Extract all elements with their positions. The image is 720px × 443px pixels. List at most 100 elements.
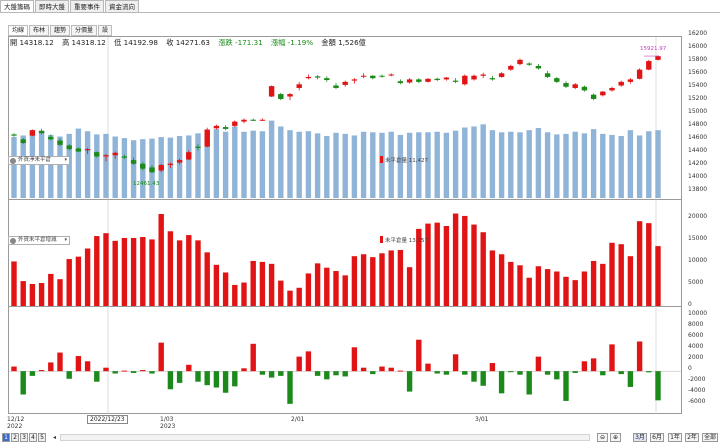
oi-bar [416, 228, 422, 306]
oi-change-bar [351, 347, 358, 372]
candle-body [425, 78, 431, 82]
oi-bar [370, 257, 376, 306]
oi-change-bar [75, 356, 82, 372]
volume-bar [406, 132, 413, 198]
gear-icon [10, 158, 16, 164]
low-value: 低 14192.98 [114, 38, 158, 47]
volume-bar [94, 134, 100, 198]
volume-bar [480, 124, 486, 198]
candle-body [241, 119, 247, 122]
tab-settings[interactable]: 設 [98, 25, 113, 36]
candle-body [167, 163, 174, 165]
volume-bar [112, 136, 118, 198]
oi-change-bar [388, 367, 394, 372]
volume-bar [48, 134, 54, 198]
page-4-button[interactable]: 4 [29, 433, 37, 442]
tab-moving-average[interactable]: 均線 [8, 25, 29, 36]
candle-body [186, 152, 192, 160]
oi-bar [480, 232, 486, 306]
page-1-button[interactable]: 1 [2, 433, 10, 442]
oi-change-bar [544, 371, 551, 375]
oi-bar [66, 259, 72, 306]
volume-bar [388, 131, 394, 198]
candle-body [517, 59, 523, 65]
candle-body [636, 69, 643, 79]
oi-change-bar [554, 371, 560, 380]
volume-bar [563, 133, 569, 198]
volume-bar [517, 132, 523, 198]
candle-body [20, 139, 26, 143]
oi-change-bar [489, 363, 496, 372]
timeline-scrollbar[interactable] [60, 434, 590, 441]
tab-fund-flow[interactable]: 資金流向 [105, 0, 139, 13]
oi-bar [167, 231, 174, 306]
amount-value: 金額 1,526億 [321, 38, 366, 47]
oi-change-bar [38, 370, 45, 372]
oi-change-bar [517, 371, 523, 375]
volume-bar [535, 128, 542, 198]
oi-change-bar [149, 371, 155, 374]
volume-bar [655, 130, 661, 198]
oi-change-bar [425, 363, 431, 372]
candle-body [342, 81, 348, 85]
volume-bar [66, 133, 72, 198]
oi-bar [517, 265, 523, 306]
change-value: 漲跌 -171.31 [218, 38, 263, 47]
page-2-button[interactable]: 2 [11, 433, 19, 442]
price-indicator-select[interactable]: 外資淨未平倉 ▾ [8, 156, 70, 165]
oi-indicator-select[interactable]: 外資未平倉增減 ▾ [8, 236, 70, 245]
range-1y-button[interactable]: 1年 [668, 433, 682, 442]
oi-change-bar [84, 361, 91, 372]
volume-bar [600, 133, 606, 198]
x-label-feb01: 2/01 [291, 416, 305, 423]
candle-body [618, 81, 624, 86]
oi-bar [75, 256, 82, 306]
oi-change-bar [572, 371, 578, 373]
oi-change-bar [204, 371, 210, 386]
oi-change-bar [130, 371, 137, 373]
oi-change-bar [370, 371, 376, 375]
range-6m-button[interactable]: 6月 [650, 433, 664, 442]
page-selector: 1 2 3 4 5 [2, 433, 47, 442]
x-label-jan03: 1/03 [160, 416, 174, 423]
candle-body [66, 145, 72, 150]
oi-change-panel[interactable] [8, 306, 682, 414]
zoom-out-icon[interactable]: ⊖ [597, 433, 608, 442]
oi-change-bar [452, 354, 459, 372]
oi-bar [471, 224, 477, 306]
page-3-button[interactable]: 3 [20, 433, 28, 442]
oi-bar [268, 263, 275, 306]
volume-bar [305, 131, 312, 198]
oi-bar [259, 261, 266, 306]
scroll-left-icon[interactable]: ◂ [53, 434, 57, 441]
volume-bar [471, 126, 477, 198]
oi-bar [20, 281, 26, 306]
oi-bar [103, 233, 109, 306]
x-label-dec12: 12/12 [7, 416, 25, 423]
volume-bar [489, 130, 496, 198]
volume-bar [186, 135, 192, 198]
page-5-button[interactable]: 5 [38, 433, 46, 442]
tab-market-chips[interactable]: 大盤籌碼 [0, 0, 34, 13]
tab-trend[interactable]: 趨勢 [50, 25, 71, 36]
range-all-button[interactable]: 全部 [702, 433, 718, 442]
candle-body [406, 79, 413, 83]
oi-change-y-axis: 10000 8000 6000 4000 2000 0 -2000 -4000 … [688, 310, 708, 405]
tab-bollinger[interactable]: 布林 [29, 25, 50, 36]
oi-bar [434, 222, 440, 306]
oi-change-bar [563, 371, 569, 401]
range-2y-button[interactable]: 2年 [685, 433, 699, 442]
candle-body [84, 149, 91, 151]
percent-change-value: 漲幅 -1.19% [271, 38, 314, 47]
oi-change-bar [305, 351, 312, 372]
candle-body [314, 76, 321, 78]
oi-change-bar [471, 371, 477, 382]
zoom-in-icon[interactable]: ⊕ [610, 433, 621, 442]
tab-volume-by-price[interactable]: 分價量 [71, 25, 98, 36]
tab-realtime-market[interactable]: 即時大盤 [35, 0, 69, 13]
volume-bar [646, 131, 652, 198]
volume-bar [618, 135, 624, 198]
range-3m-button[interactable]: 3月 [633, 433, 647, 442]
tab-key-events[interactable]: 重要事件 [70, 0, 104, 13]
